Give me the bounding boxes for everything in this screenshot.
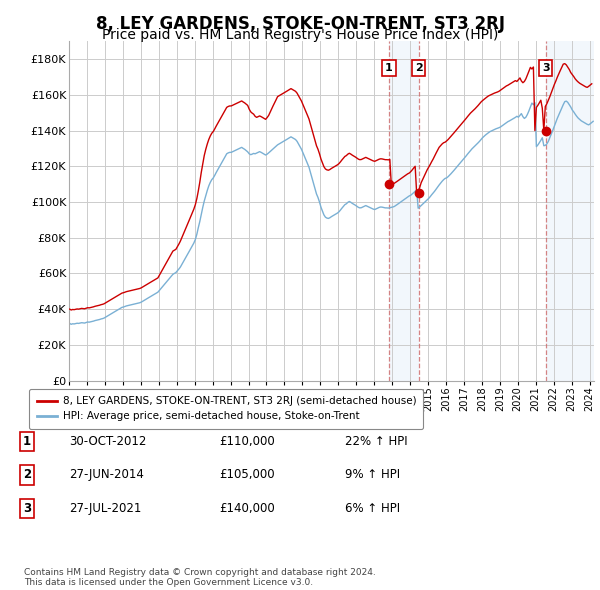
Bar: [546, 41, 594, 381]
Text: 22% ↑ HPI: 22% ↑ HPI: [345, 435, 407, 448]
Text: 8, LEY GARDENS, STOKE-ON-TRENT, ST3 2RJ: 8, LEY GARDENS, STOKE-ON-TRENT, ST3 2RJ: [95, 15, 505, 33]
Text: Price paid vs. HM Land Registry's House Price Index (HPI): Price paid vs. HM Land Registry's House …: [102, 28, 498, 42]
Text: £110,000: £110,000: [219, 435, 275, 448]
Text: 1: 1: [23, 435, 31, 448]
Text: 1: 1: [385, 63, 393, 73]
Text: 3: 3: [542, 63, 550, 73]
Text: 9% ↑ HPI: 9% ↑ HPI: [345, 468, 400, 481]
Legend: 8, LEY GARDENS, STOKE-ON-TRENT, ST3 2RJ (semi-detached house), HPI: Average pric: 8, LEY GARDENS, STOKE-ON-TRENT, ST3 2RJ …: [29, 389, 424, 429]
Text: £140,000: £140,000: [219, 502, 275, 515]
Text: 2: 2: [23, 468, 31, 481]
Text: 3: 3: [23, 502, 31, 515]
Text: Contains HM Land Registry data © Crown copyright and database right 2024.
This d: Contains HM Land Registry data © Crown c…: [24, 568, 376, 587]
Text: 27-JUL-2021: 27-JUL-2021: [69, 502, 142, 515]
Bar: [389, 41, 419, 381]
Text: £105,000: £105,000: [219, 468, 275, 481]
Text: 30-OCT-2012: 30-OCT-2012: [69, 435, 146, 448]
Text: 27-JUN-2014: 27-JUN-2014: [69, 468, 144, 481]
Text: 2: 2: [415, 63, 422, 73]
Text: 6% ↑ HPI: 6% ↑ HPI: [345, 502, 400, 515]
